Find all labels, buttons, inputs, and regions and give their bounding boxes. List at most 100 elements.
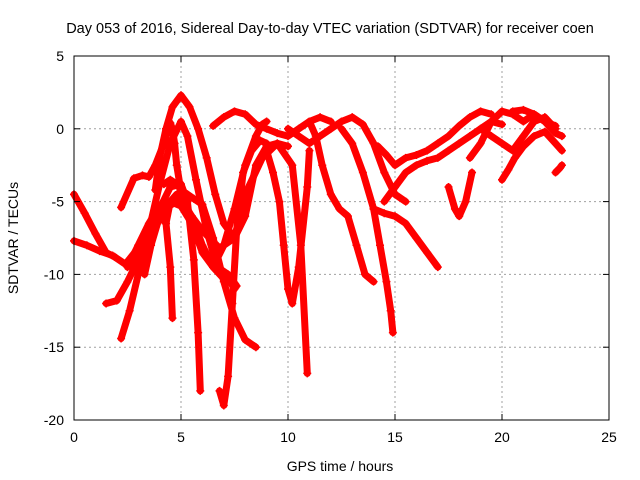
- data-point: [262, 146, 271, 155]
- data-point: [117, 334, 126, 343]
- data-point: [241, 110, 250, 119]
- data-series: [70, 91, 566, 410]
- data-point: [147, 241, 156, 250]
- data-point: [358, 168, 367, 177]
- data-point: [455, 121, 464, 130]
- series-arc-p: [337, 124, 397, 337]
- data-point: [194, 328, 203, 337]
- data-point: [166, 183, 175, 192]
- data-point: [530, 117, 539, 126]
- data-point: [557, 146, 566, 155]
- y-tick-label: -15: [44, 339, 64, 355]
- data-point: [326, 190, 335, 199]
- data-point: [294, 124, 303, 133]
- data-point: [444, 146, 453, 155]
- y-tick-label: -20: [44, 412, 64, 428]
- data-point: [412, 161, 421, 170]
- data-point: [189, 255, 198, 264]
- data-point: [144, 172, 153, 181]
- data-point: [305, 117, 314, 126]
- data-point: [189, 194, 198, 203]
- data-point: [194, 124, 203, 133]
- data-point: [224, 372, 233, 381]
- series-arc-g: [151, 91, 292, 242]
- series-arc-r: [373, 107, 496, 170]
- data-point: [337, 117, 346, 126]
- data-point: [209, 121, 218, 130]
- data-point: [239, 168, 248, 177]
- data-point: [256, 136, 265, 145]
- data-point: [352, 241, 361, 250]
- x-tick-label: 10: [280, 429, 296, 445]
- data-point: [311, 132, 320, 141]
- chart-title: Day 053 of 2016, Sidereal Day-to-day VTE…: [66, 21, 594, 37]
- y-tick-label: -5: [52, 194, 65, 210]
- data-point: [388, 328, 397, 337]
- data-point: [129, 174, 138, 183]
- data-point: [423, 248, 432, 257]
- data-point: [162, 219, 171, 228]
- data-point: [382, 277, 391, 286]
- data-point: [288, 161, 297, 170]
- x-tick-label: 0: [70, 429, 78, 445]
- data-point: [198, 200, 207, 209]
- data-point: [369, 204, 378, 213]
- data-point: [498, 120, 506, 129]
- data-point: [391, 212, 399, 221]
- data-point: [348, 113, 357, 122]
- series-trace: [338, 125, 397, 337]
- data-point: [380, 168, 389, 177]
- x-tick-label: 25: [601, 429, 617, 445]
- series-arc-j: [140, 212, 177, 323]
- data-point: [540, 127, 549, 136]
- data-point: [444, 183, 453, 192]
- data-point: [241, 335, 250, 344]
- series-trace: [498, 128, 566, 184]
- data-point: [140, 270, 149, 279]
- data-point: [348, 139, 357, 148]
- data-point: [95, 247, 104, 256]
- data-point: [487, 132, 496, 141]
- data-point: [177, 91, 185, 100]
- data-point: [262, 124, 271, 133]
- data-point: [91, 229, 100, 238]
- data-point: [251, 343, 260, 352]
- data-point: [177, 185, 185, 194]
- data-point: [102, 299, 111, 308]
- data-point: [433, 263, 442, 272]
- data-point: [262, 117, 271, 126]
- data-point: [391, 161, 399, 170]
- data-point: [305, 146, 314, 155]
- data-point: [288, 299, 297, 308]
- data-point: [162, 124, 171, 133]
- data-point: [232, 226, 241, 235]
- series-arc-l: [215, 136, 271, 410]
- data-point: [382, 151, 391, 160]
- data-point: [284, 284, 292, 293]
- data-point: [228, 299, 237, 308]
- data-point: [196, 386, 205, 395]
- data-point: [343, 212, 352, 221]
- y-tick-label: 5: [56, 48, 64, 64]
- data-point: [361, 270, 370, 279]
- data-point: [465, 153, 474, 162]
- data-point: [294, 132, 303, 141]
- data-point: [510, 153, 519, 162]
- data-point: [275, 197, 284, 206]
- data-point: [172, 190, 181, 199]
- data-point: [401, 219, 410, 228]
- data-point: [191, 175, 200, 184]
- data-point: [177, 117, 185, 126]
- data-point: [155, 201, 164, 210]
- data-point: [138, 171, 147, 180]
- data-point: [519, 142, 528, 151]
- series-trace: [445, 169, 476, 220]
- data-point: [219, 274, 228, 283]
- data-point: [166, 197, 175, 206]
- series-arc-o: [305, 117, 378, 286]
- data-point: [519, 132, 528, 141]
- data-point: [423, 146, 432, 155]
- series-arc-x: [508, 105, 560, 130]
- data-point: [168, 314, 177, 323]
